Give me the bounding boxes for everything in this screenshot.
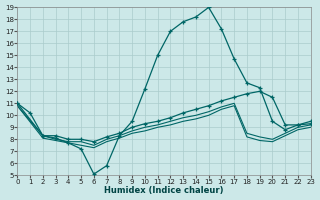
X-axis label: Humidex (Indice chaleur): Humidex (Indice chaleur) [104,186,224,195]
